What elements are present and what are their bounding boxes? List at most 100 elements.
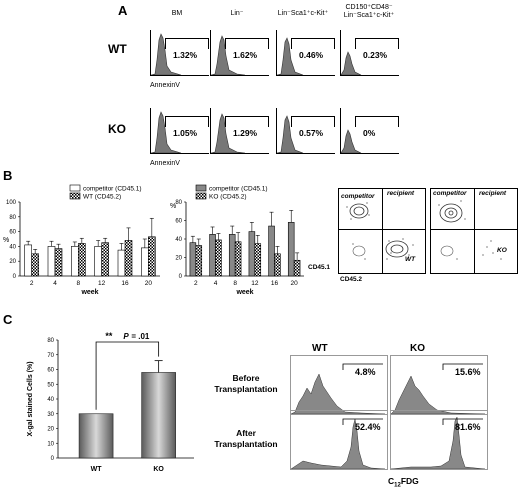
significance-stars: **: [105, 331, 113, 341]
p-label: P: [123, 332, 129, 341]
fdg-row-before-line1: Before: [232, 373, 260, 383]
annexin-hist-curve: [341, 51, 362, 75]
annexin-hist-ko-0: 1.05%: [150, 108, 209, 154]
bar-competitor: [117, 249, 126, 277]
flow-plot-wt: competitor recipient WT: [338, 188, 426, 274]
fdg-row-before-line2: Transplantation: [214, 384, 278, 394]
fdg-col-ko: KO: [410, 343, 425, 354]
flow-wt-dots: [346, 202, 414, 260]
annexin-percent: 0.46%: [299, 50, 324, 60]
annexin-hist-curve: [211, 113, 246, 153]
chart-xgal: 0 10 20 30 40 50 60 70 80 X-gal stained Cells (%)…: [27, 331, 194, 473]
annexin-hist-curve: [277, 37, 304, 75]
bar-competitor: [189, 242, 197, 277]
annexin-percent: 0%: [363, 128, 376, 138]
bar-donor: [148, 236, 156, 277]
annexin-percent: 1.29%: [233, 128, 258, 138]
y-tick-label: 100: [6, 200, 17, 206]
bar-donor: [215, 239, 222, 277]
fdg-percent: 15.6%: [455, 367, 481, 377]
fdg-gate: [342, 363, 383, 370]
fdg-hist-curve: [390, 416, 486, 470]
fdg-percent: 52.4%: [355, 422, 381, 432]
fdg-row-before: Before Transplantation: [208, 373, 284, 395]
bar-donor: [195, 245, 203, 277]
legend-label: competitor (CD45.1): [209, 186, 268, 193]
col-header-bm: BM: [171, 10, 183, 17]
annexin-percent: 1.32%: [173, 50, 198, 60]
bar-competitor: [268, 225, 275, 277]
significance-bracket: [95, 341, 160, 410]
annexin-hist-ko-2: 0.57%: [276, 108, 335, 154]
annexin-hist-wt-0: 1.32%: [150, 30, 209, 76]
y-tick-label: 20: [9, 259, 16, 265]
annexin-hist-ko-3: 0%: [340, 108, 399, 154]
y-tick-label: 40: [9, 244, 16, 250]
x-tick-label: 8: [77, 280, 81, 287]
fdg-hist-curve: [290, 373, 386, 415]
bar-competitor: [141, 247, 149, 277]
fdg-percent: 81.6%: [455, 422, 481, 432]
fdg-xlabel-main: C: [388, 476, 395, 486]
x-tick-label: 12: [98, 280, 106, 287]
x-axis-label: week: [235, 289, 253, 296]
annexin-hist-wt-2: 0.46%: [276, 30, 335, 76]
y-tick-label: 0: [179, 274, 183, 280]
col-header-lin: Lin⁻: [230, 10, 244, 17]
bar-competitor: [228, 234, 236, 277]
legend-swatch: [69, 192, 81, 200]
bar-competitor: [94, 246, 102, 277]
bar-donor: [124, 240, 133, 277]
x-tick-label: 2: [30, 280, 34, 287]
flow-ko-dots: [438, 200, 502, 260]
annexin-xlabel-ko: AnnexinV: [150, 160, 180, 167]
x-tick-label: 16: [121, 280, 129, 287]
annexin-percent: 1.62%: [233, 50, 258, 60]
col-header-slam: CD150⁺CD48⁻ Lin⁻Sca1⁺c-Kit⁺: [336, 4, 402, 20]
bar-donor: [234, 241, 242, 277]
flow-xlabel: CD45.2: [340, 276, 363, 283]
y-tick-label: 50: [47, 382, 54, 388]
y-axis-label: %: [170, 203, 176, 210]
fdg-hist-1-0: 52.4%: [290, 410, 388, 470]
fdg-col-wt: WT: [312, 343, 328, 354]
fdg-hist-0-0: 4.8%: [290, 355, 388, 415]
y-axis-label: %: [3, 237, 9, 244]
bar-donor: [78, 243, 86, 277]
x-axis-label: week: [80, 289, 98, 296]
fdg-row-after-line1: After: [236, 428, 256, 438]
flow-ylabel: CD45.1: [308, 264, 331, 271]
fdg-hist-curve: [390, 375, 486, 415]
y-tick-label: 40: [175, 237, 182, 243]
p-value: = .01: [131, 332, 150, 341]
panel-c-letter: C: [3, 312, 13, 327]
y-tick-label: 0: [13, 274, 17, 280]
fdg-xlabel-end: FDG: [400, 476, 419, 486]
chart-ko-engraftment: 0 20 40 60 80% 2 4 8 12 16 20 week competitor (CD45.…: [170, 184, 304, 296]
panel-a-letter: A: [118, 3, 128, 18]
annexin-gate: [291, 38, 335, 49]
row-label-wt: WT: [108, 42, 127, 56]
fdg-gate: [442, 418, 483, 425]
bar-donor: [54, 248, 63, 277]
fdg-percent: 4.8%: [355, 367, 376, 377]
x-tick-label: 4: [214, 280, 218, 287]
annexin-gate: [165, 116, 209, 127]
fdg-row-after-line2: Transplantation: [214, 439, 278, 449]
panel-b-letter: B: [3, 168, 13, 183]
fdg-gate: [442, 363, 483, 370]
annexin-gate: [355, 38, 399, 49]
bar-competitor: [287, 222, 295, 277]
flow-wt-label: WT: [405, 256, 416, 263]
col-header-slam-line2: Lin⁻Sca1⁺c-Kit⁺: [343, 12, 395, 19]
flow-plot-ko: competitor recipient KO: [430, 188, 518, 274]
col-header-lsk: Lin⁻Sca1⁺c-Kit⁺: [277, 10, 329, 17]
x-tick-label: 4: [53, 280, 57, 287]
bar-competitor: [47, 246, 56, 277]
col-header-slam-line1: CD150⁺CD48⁻: [345, 4, 393, 11]
fdg-hist-curve: [290, 418, 386, 470]
legend-label: WT (CD45.2): [83, 194, 121, 201]
annexin-percent: 0.57%: [299, 128, 324, 138]
annexin-gate: [291, 116, 335, 127]
y-axis-label: X-gal stained Cells (%): [27, 361, 34, 436]
